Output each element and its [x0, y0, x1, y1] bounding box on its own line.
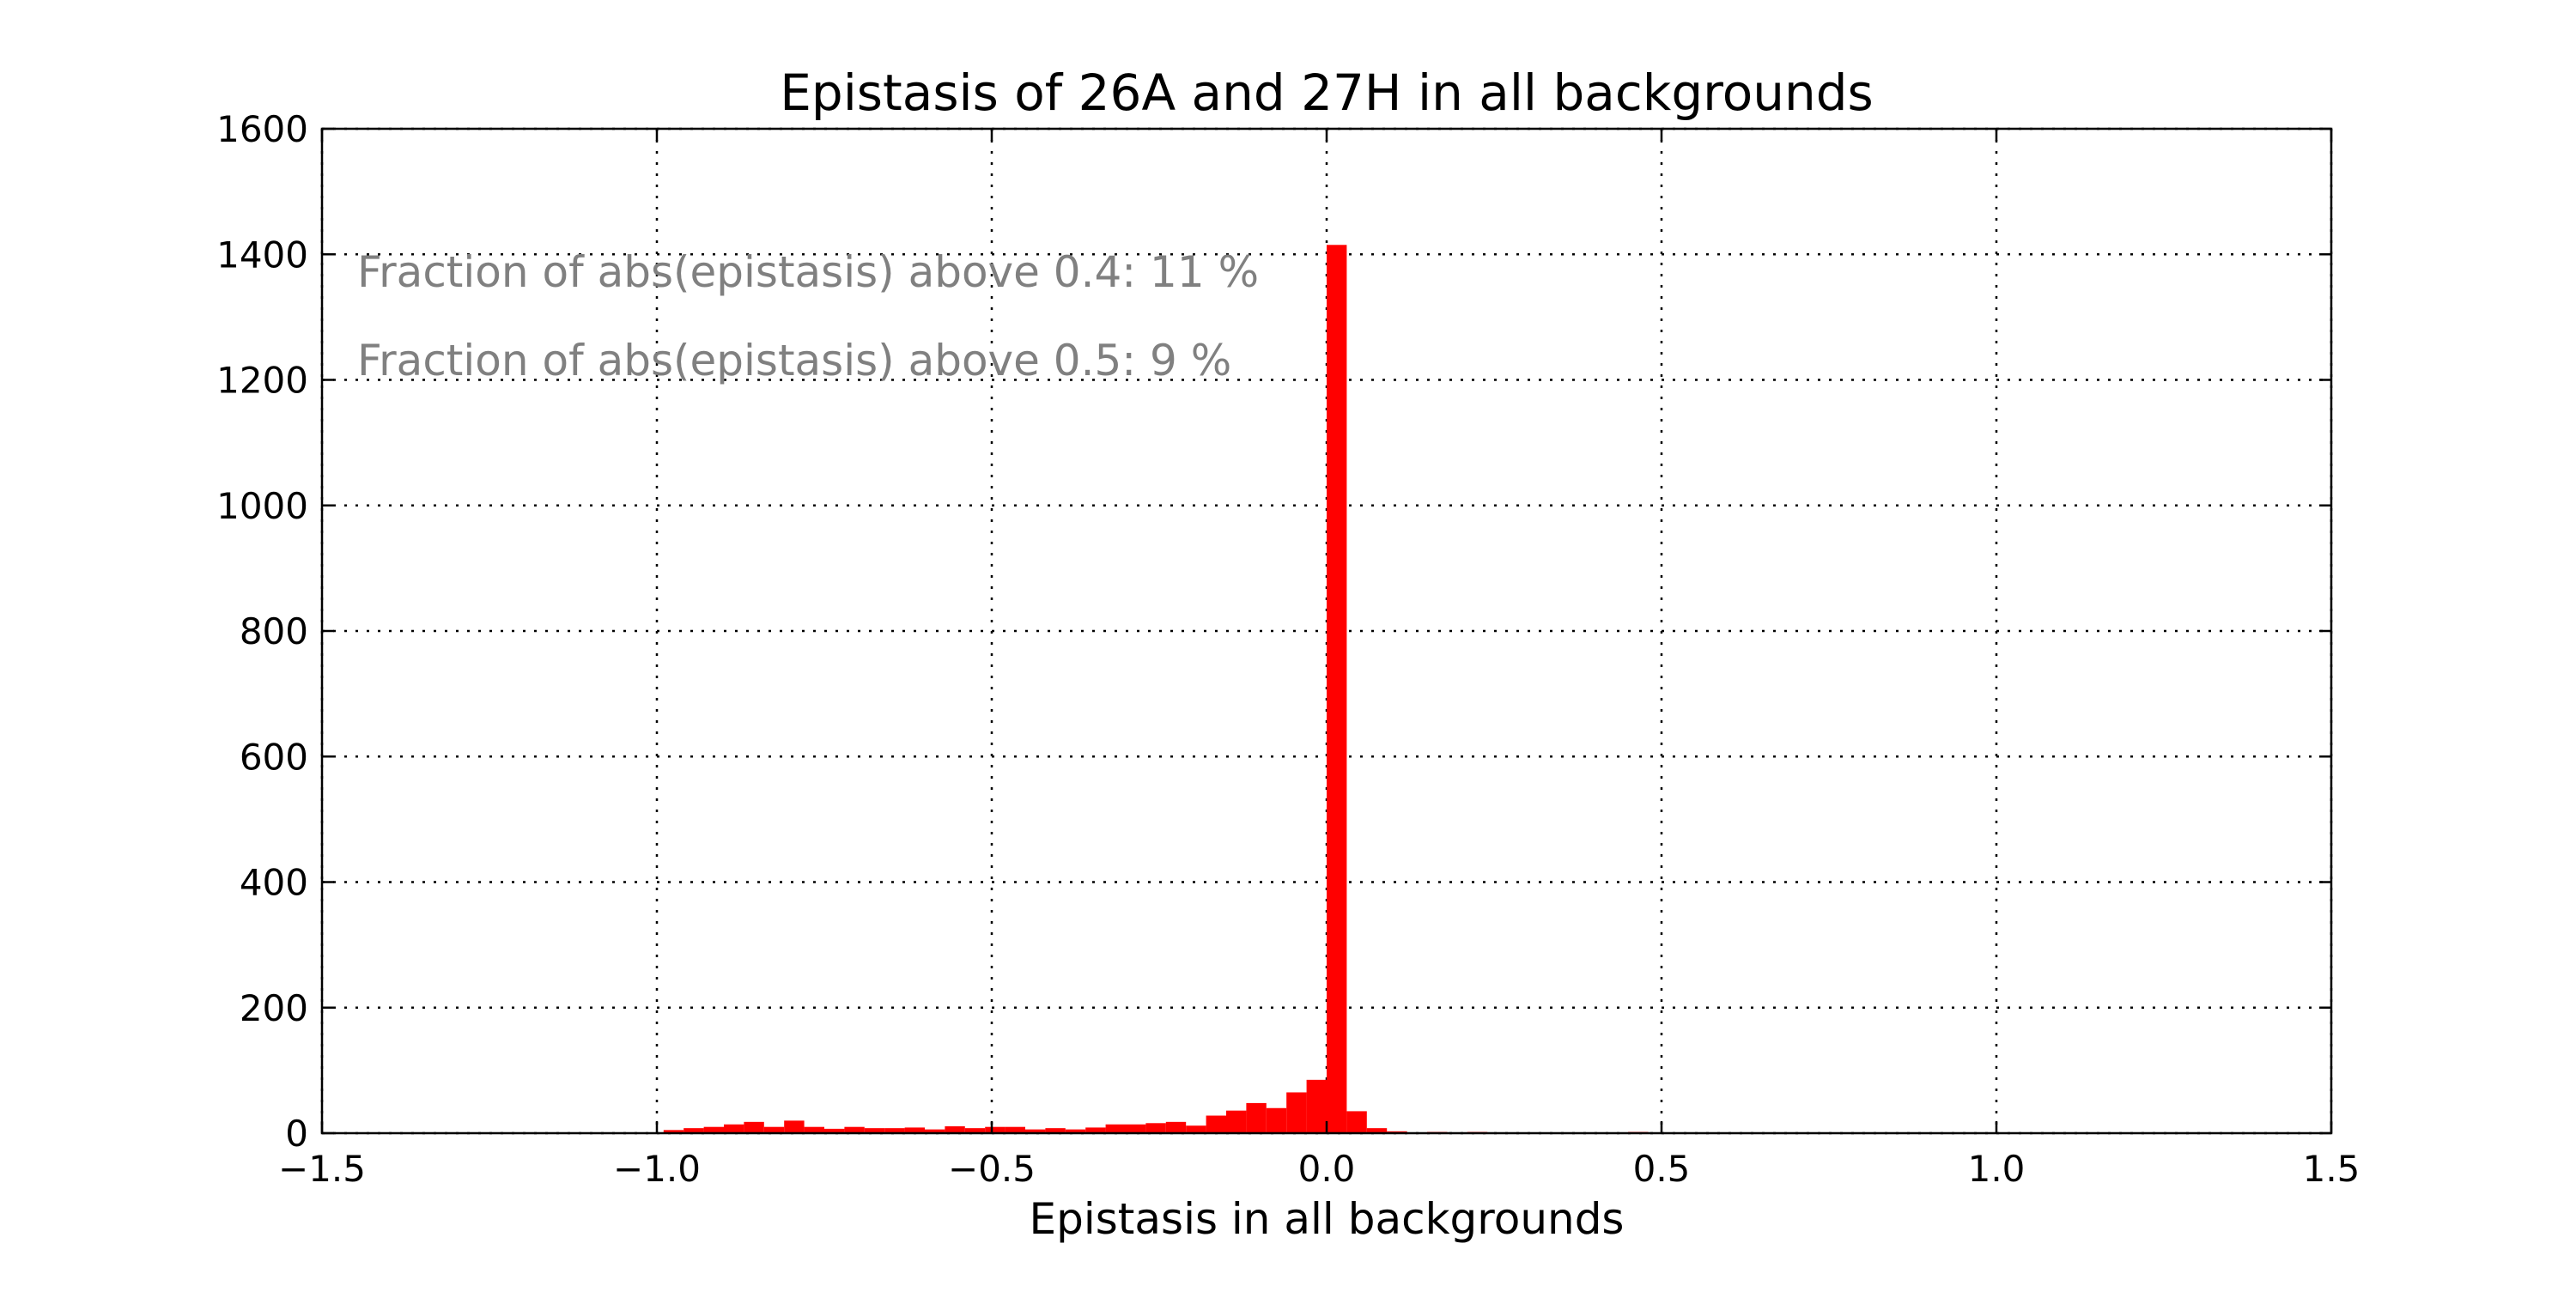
histogram-bar — [1266, 1107, 1287, 1133]
x-tick-label: −1.5 — [278, 1148, 366, 1190]
y-tick-label: 0 — [285, 1113, 308, 1155]
histogram-bar — [985, 1126, 1005, 1133]
histogram-bar — [703, 1126, 724, 1133]
y-tick-label: 200 — [240, 987, 308, 1029]
histogram-bar — [1226, 1110, 1247, 1133]
histogram-bar — [945, 1125, 965, 1133]
histogram-bar — [784, 1120, 805, 1133]
histogram-bar — [1065, 1129, 1086, 1133]
y-tick-label: 1600 — [216, 108, 308, 150]
y-tick-label: 600 — [240, 736, 308, 778]
histogram-bar — [844, 1126, 865, 1133]
histogram-bar — [1306, 1079, 1327, 1133]
histogram-bar — [925, 1129, 945, 1133]
x-tick-label: −1.0 — [613, 1148, 701, 1190]
histogram-bar — [1186, 1125, 1206, 1133]
histogram-bar — [884, 1128, 905, 1133]
y-tick-label: 1200 — [216, 360, 308, 402]
histogram-bar — [1105, 1124, 1126, 1133]
histogram-bar — [824, 1128, 845, 1133]
histogram-bar — [663, 1130, 684, 1133]
histogram-bar — [1246, 1102, 1267, 1133]
histogram-bars — [663, 245, 1649, 1133]
histogram-bar — [1346, 1111, 1367, 1133]
y-tick-label: 800 — [240, 610, 308, 652]
x-axis-label: Epistasis in all backgrounds — [1030, 1194, 1625, 1244]
histogram-bar — [763, 1126, 785, 1133]
histogram-bar — [1165, 1121, 1187, 1133]
x-tick-label: 1.5 — [2303, 1148, 2360, 1190]
histogram-bar — [1366, 1128, 1388, 1133]
histogram-bar — [1025, 1129, 1046, 1133]
chart-title: Epistasis of 26A and 27H in all backgrou… — [780, 64, 1874, 122]
x-tick-label: 0.5 — [1633, 1148, 1691, 1190]
histogram-bar — [1327, 245, 1347, 1133]
histogram-bar — [904, 1127, 925, 1133]
y-tick-label: 400 — [240, 862, 308, 904]
histogram-bar — [804, 1126, 824, 1133]
y-tick-label: 1400 — [216, 234, 308, 276]
x-tick-label: 1.0 — [1968, 1148, 2026, 1190]
annotation-fraction-above-0-5: Fraction of abs(epistasis) above 0.5: 9 … — [357, 336, 1231, 385]
histogram-bar — [864, 1128, 885, 1133]
histogram-bar — [1045, 1128, 1066, 1133]
histogram-bar — [1145, 1123, 1166, 1133]
histogram-bar — [724, 1124, 744, 1133]
y-tick-label: 1000 — [216, 485, 308, 527]
histogram-bar — [1286, 1092, 1307, 1133]
histogram-bar — [683, 1128, 704, 1133]
histogram-bar — [1005, 1126, 1025, 1133]
x-tick-label: −0.5 — [948, 1148, 1036, 1190]
histogram-bar — [1206, 1115, 1226, 1133]
histogram-bar — [1126, 1124, 1146, 1133]
annotation-fraction-above-0-4: Fraction of abs(epistasis) above 0.4: 11… — [357, 247, 1259, 297]
histogram-bar — [744, 1121, 764, 1133]
histogram-bar — [1085, 1127, 1106, 1133]
x-tick-label: 0.0 — [1298, 1148, 1356, 1190]
histogram-bar — [964, 1128, 986, 1133]
axis-ticks: −1.5 −1.0 −0.5 0.0 0.5 1.0 1.5 0 200 400 600 800 100… — [216, 108, 2360, 1190]
